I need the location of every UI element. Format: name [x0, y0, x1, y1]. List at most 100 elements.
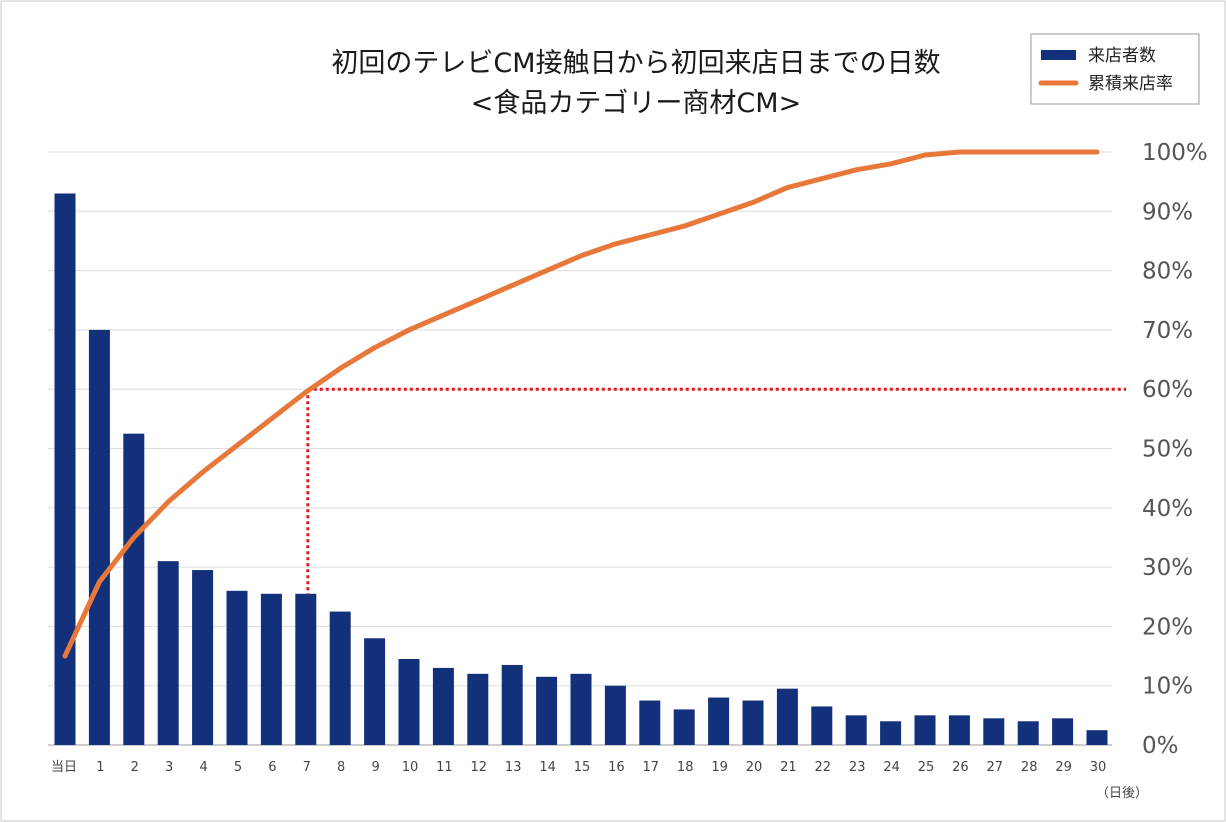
line-point-24	[890, 163, 892, 165]
line-point-26	[958, 151, 960, 153]
right-axis-tick-label: 90%	[1142, 199, 1193, 225]
line-point-5	[236, 445, 238, 447]
line-point-21	[786, 187, 788, 189]
x-tick-label: 5	[234, 760, 242, 775]
bar-27	[983, 718, 1005, 745]
x-tick-label: 15	[574, 760, 591, 775]
x-tick-label: 4	[199, 760, 207, 775]
bar-25	[914, 715, 936, 745]
line-point-0	[64, 655, 66, 657]
x-tick-label: 3	[165, 760, 173, 775]
x-tick-label: 13	[505, 760, 522, 775]
bar-26	[948, 715, 970, 745]
bar-16	[604, 685, 626, 745]
line-point-19	[718, 213, 720, 215]
bar-14	[536, 676, 558, 745]
bar-1	[88, 329, 110, 745]
x-tick-label: 24	[883, 760, 900, 775]
x-tick-label: 18	[677, 760, 694, 775]
x-tick-label: 10	[402, 760, 419, 775]
line-point-7	[305, 391, 307, 393]
right-axis-tick-label: 80%	[1142, 259, 1193, 285]
x-tick-label: 7	[303, 760, 311, 775]
x-tick-label: 19	[711, 760, 728, 775]
bar-21	[776, 688, 798, 745]
bar-12	[467, 673, 489, 745]
right-axis-tick-label: 60%	[1142, 377, 1193, 403]
x-tick-label: 14	[539, 760, 556, 775]
legend-label-bar: 来店者数	[1088, 46, 1156, 66]
line-point-14	[546, 270, 548, 272]
bar-13	[501, 664, 523, 745]
chart-title-line-2: <食品カテゴリー商材CM>	[471, 88, 801, 119]
legend: 来店者数 累積来店率	[1030, 33, 1200, 105]
line-point-16	[614, 243, 616, 245]
line-point-30	[1096, 151, 1098, 153]
x-tick-label: 23	[849, 760, 866, 775]
line-point-23	[855, 169, 857, 171]
x-axis-unit-label: （日後）	[1096, 786, 1148, 801]
line-point-15	[580, 255, 582, 257]
line-point-25	[924, 154, 926, 156]
right-axis-tick-label: 70%	[1142, 318, 1193, 344]
bar-24	[880, 721, 902, 745]
x-tick-label: 27	[987, 760, 1004, 775]
line-point-12	[477, 299, 479, 301]
bar-22	[811, 706, 833, 745]
x-tick-label: 20	[746, 760, 763, 775]
line-point-8	[339, 367, 341, 369]
bar-23	[845, 715, 867, 745]
bar-3	[157, 561, 179, 745]
x-tick-label: 17	[643, 760, 660, 775]
line-point-1	[98, 581, 100, 583]
x-tick-label: 26	[952, 760, 969, 775]
x-axis-ticks: 当日 1 2 3 4 5 6 7 8 9 10 11 12 13 14 15 16 17 18 19 20 21 22 23 2…	[51, 760, 1106, 775]
x-tick-label: 16	[608, 760, 625, 775]
line-point-6	[270, 418, 272, 420]
bar-9	[364, 638, 386, 745]
x-tick-label: 9	[371, 760, 379, 775]
x-tick-label: 6	[268, 760, 276, 775]
x-tick-label: 22	[815, 760, 832, 775]
line-point-27	[993, 151, 995, 153]
line-series	[62, 149, 1100, 659]
right-axis-tick-label: 20%	[1142, 614, 1193, 640]
x-tick-label: 2	[131, 760, 139, 775]
bar-7	[295, 593, 317, 745]
chart-title-line-1: 初回のテレビCM接触日から初回来店日までの日数	[331, 48, 940, 79]
reference-line	[306, 387, 1126, 594]
bar-20	[742, 700, 764, 745]
bar-19	[708, 697, 730, 745]
bar-29	[1052, 718, 1074, 745]
legend-label-line: 累積来店率	[1088, 74, 1173, 94]
x-tick-label: 当日	[51, 760, 77, 775]
x-tick-label: 21	[780, 760, 797, 775]
bar-6	[260, 593, 282, 745]
x-tick-label: 28	[1021, 760, 1038, 775]
line-point-18	[683, 225, 685, 227]
line-point-29	[1062, 151, 1064, 153]
bar-28	[1017, 721, 1039, 745]
x-tick-label: 25	[918, 760, 935, 775]
bar-11	[432, 667, 454, 745]
bar-0	[54, 193, 76, 745]
bar-30	[1086, 730, 1108, 745]
line-point-17	[649, 234, 651, 236]
right-axis-tick-label: 0%	[1142, 733, 1179, 759]
x-tick-label: 8	[337, 760, 345, 775]
bar-8	[329, 611, 351, 745]
legend-box	[1030, 33, 1200, 105]
x-tick-label: 12	[471, 760, 488, 775]
bar-17	[639, 700, 661, 745]
bar-2	[123, 433, 145, 745]
x-tick-label: 11	[436, 760, 453, 775]
bar-5	[226, 590, 248, 745]
line-point-11	[442, 314, 444, 316]
line-point-28	[1027, 151, 1029, 153]
right-axis-tick-label: 40%	[1142, 496, 1193, 522]
line-point-4	[202, 471, 204, 473]
bar-10	[398, 659, 420, 745]
right-axis-tick-label: 30%	[1142, 555, 1193, 581]
